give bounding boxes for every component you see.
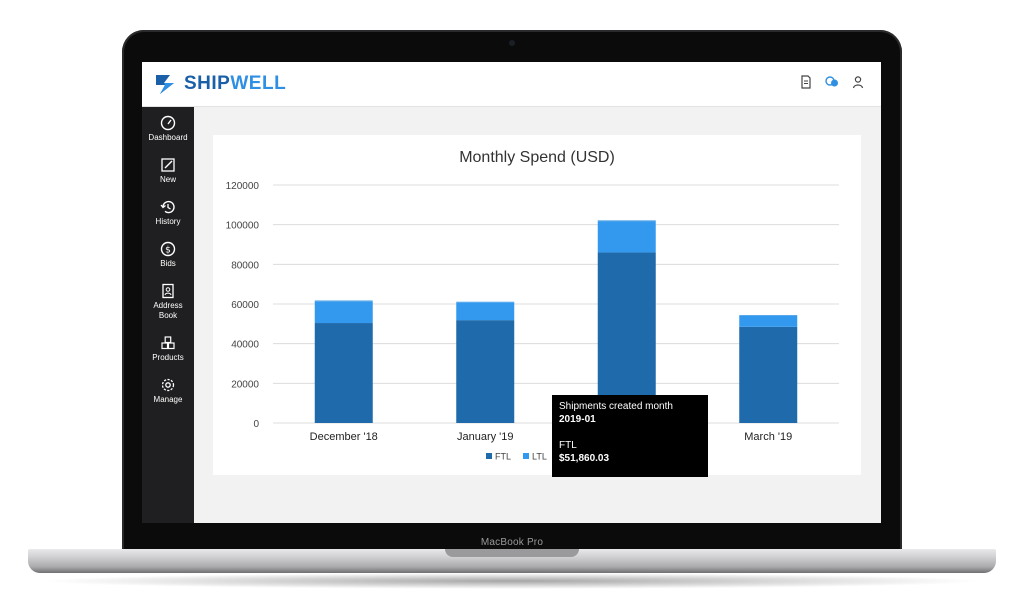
legend-swatch bbox=[486, 453, 492, 459]
tooltip-value: $51,860.03 bbox=[559, 453, 610, 464]
sidebar-item-label: Products bbox=[152, 353, 184, 362]
sidebar-item-label: New bbox=[159, 175, 176, 184]
sidebar-item-history[interactable]: History bbox=[142, 199, 194, 227]
laptop-notch bbox=[445, 549, 579, 557]
sidebar-item-new[interactable]: New bbox=[142, 157, 194, 185]
sidebar: Dashboard New History $ Bids Address Boo… bbox=[142, 107, 194, 523]
y-tick-label: 20000 bbox=[231, 379, 259, 390]
sidebar-item-label: Manage bbox=[153, 395, 183, 404]
bar-ltl[interactable] bbox=[739, 315, 798, 327]
sidebar-item-label: Dashboard bbox=[148, 133, 188, 142]
sidebar-item-dashboard[interactable]: Dashboard bbox=[142, 115, 194, 143]
y-tick-label: 40000 bbox=[231, 340, 259, 351]
sidebar-item-label: Address Book bbox=[153, 301, 183, 320]
sidebar-item-address-book[interactable]: Address Book bbox=[142, 283, 194, 321]
bar-vltl[interactable] bbox=[456, 301, 515, 303]
sidebar-item-bids[interactable]: $ Bids bbox=[142, 241, 194, 269]
bar-ftl[interactable] bbox=[314, 323, 373, 423]
tooltip-title: Shipments created month bbox=[559, 401, 673, 412]
products-icon bbox=[161, 336, 175, 350]
chat-icon[interactable] bbox=[825, 75, 839, 89]
bar-vltl[interactable] bbox=[314, 300, 373, 302]
chart-tooltip: Shipments created month 2019-01 FTL $51,… bbox=[552, 395, 708, 477]
legend-label: FTL bbox=[495, 452, 511, 462]
user-icon[interactable] bbox=[851, 75, 865, 89]
legend-label: LTL bbox=[532, 452, 547, 462]
x-tick-label: March '19 bbox=[744, 431, 792, 443]
chart-title: Monthly Spend (USD) bbox=[459, 149, 615, 166]
y-tick-label: 120000 bbox=[226, 181, 260, 192]
document-icon[interactable] bbox=[799, 75, 813, 89]
x-tick-label: December '18 bbox=[310, 431, 378, 443]
sidebar-item-manage[interactable]: Manage bbox=[142, 377, 194, 405]
history-icon bbox=[160, 200, 175, 214]
shipwell-logo-icon bbox=[156, 75, 174, 94]
top-bar: SHIPWELL bbox=[142, 62, 881, 107]
bar-ltl[interactable] bbox=[456, 302, 515, 321]
tooltip-month: 2019-01 bbox=[559, 414, 596, 425]
chart-card: Monthly Spend (USD) 0 20000 40000 60000 8000… bbox=[213, 135, 861, 477]
legend-swatch bbox=[523, 453, 529, 459]
bar-ltl[interactable] bbox=[314, 301, 373, 324]
x-tick-label: January '19 bbox=[457, 431, 514, 443]
dollar-icon: $ bbox=[160, 241, 176, 257]
y-tick-label: 0 bbox=[253, 419, 259, 430]
y-tick-label: 80000 bbox=[231, 260, 259, 271]
sidebar-item-label: History bbox=[155, 217, 181, 226]
bar-ltl[interactable] bbox=[597, 221, 656, 253]
bar-ftl[interactable] bbox=[456, 320, 515, 423]
sidebar-item-label: Bids bbox=[160, 259, 176, 268]
monthly-spend-chart: 0 20000 40000 60000 80000 100000 120000 Decembe… bbox=[226, 181, 839, 462]
gear-icon bbox=[161, 378, 175, 392]
bar-vltl[interactable] bbox=[597, 220, 656, 222]
y-tick-label: 100000 bbox=[226, 221, 260, 232]
logo[interactable]: SHIPWELL bbox=[154, 73, 286, 95]
top-icons bbox=[799, 75, 865, 89]
address-book-icon bbox=[162, 283, 174, 299]
logo-text: SHIPWELL bbox=[184, 73, 287, 94]
sidebar-item-products[interactable]: Products bbox=[142, 335, 194, 363]
edit-icon bbox=[161, 158, 175, 172]
y-tick-label: 60000 bbox=[231, 300, 259, 311]
bar-ftl[interactable] bbox=[597, 252, 656, 423]
device-label: MacBook Pro bbox=[480, 537, 544, 548]
bar-ftl[interactable] bbox=[739, 326, 798, 423]
screen: SHIPWELL Dashboard New History bbox=[142, 62, 881, 523]
tooltip-series: FTL bbox=[559, 440, 577, 451]
laptop-shadow bbox=[40, 573, 984, 589]
camera bbox=[509, 40, 515, 46]
gauge-icon bbox=[160, 115, 176, 131]
svg-text:$: $ bbox=[165, 246, 171, 256]
